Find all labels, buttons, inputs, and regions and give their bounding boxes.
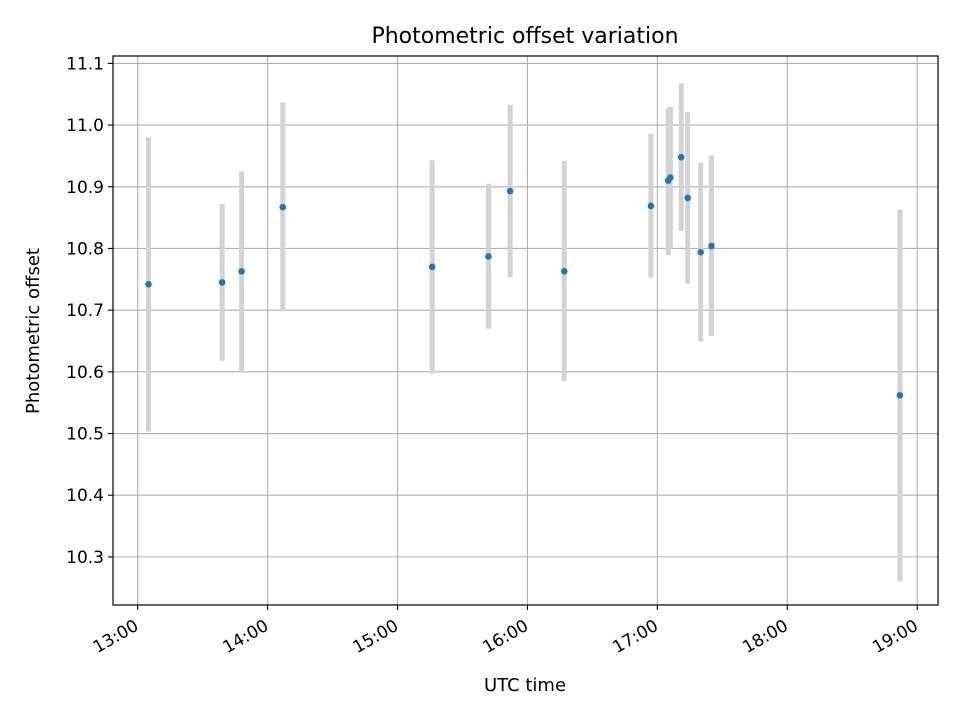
chart-title: Photometric offset variation [371,24,678,49]
data-point [238,267,245,275]
data-point [647,202,655,210]
y-axis-label: Photometric offset [23,248,44,414]
data-point [218,279,226,286]
y-tick-label: 10.5 [66,425,104,445]
x-axis-label: UTC time [484,675,566,696]
data-point [708,242,715,250]
data-point [428,263,436,271]
y-tick-label: 10.7 [66,301,104,321]
data-point [684,194,691,202]
y-tick-label: 11.0 [66,116,104,136]
y-tick-label: 10.4 [66,486,104,506]
plot-frame [112,55,939,606]
data-point [279,203,287,211]
data-points [145,153,904,399]
data-point [697,248,704,256]
data-point [667,174,674,181]
y-tick-label: 10.6 [66,363,104,383]
y-tick-label: 10.9 [66,178,104,198]
y-tick-label: 11.1 [66,54,104,74]
data-point [485,253,492,260]
data-point [896,391,904,399]
data-point [560,267,568,275]
y-tick-label: 10.3 [66,548,104,568]
data-point [677,153,685,161]
data-point [145,280,152,288]
data-point [506,187,514,195]
y-axis-ticks: 10.3 10.4 10.5 10.6 10.7 10.8 10.9 11.0 11.1 [66,54,113,568]
grid-lines [113,56,938,605]
y-tick-label: 10.8 [66,239,104,259]
